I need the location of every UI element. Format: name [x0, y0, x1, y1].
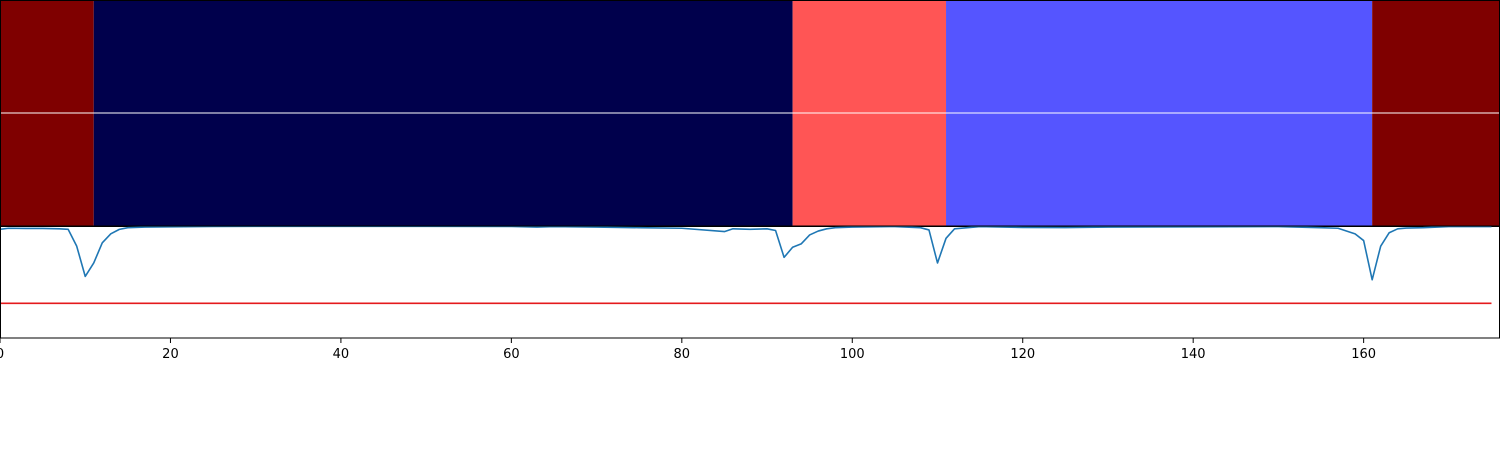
- x-tick-label: 60: [503, 347, 520, 362]
- plot-frame: [0, 225, 1500, 339]
- x-tick-label: 120: [1010, 347, 1035, 362]
- series-line-score: [0, 225, 1492, 281]
- x-tick-label: 20: [162, 347, 179, 362]
- line-plot: [0, 225, 1500, 339]
- x-tick-label: 100: [840, 347, 865, 362]
- x-tick-label: 140: [1181, 347, 1206, 362]
- segment-heatmap: [0, 0, 1500, 227]
- x-tick-label: 0: [0, 347, 4, 362]
- x-tick-label: 40: [333, 347, 350, 362]
- x-axis: 0 20 40 60 80 100 120 140 160: [0, 338, 1376, 362]
- x-tick-label: 80: [674, 347, 691, 362]
- x-tick-label: 160: [1351, 347, 1376, 362]
